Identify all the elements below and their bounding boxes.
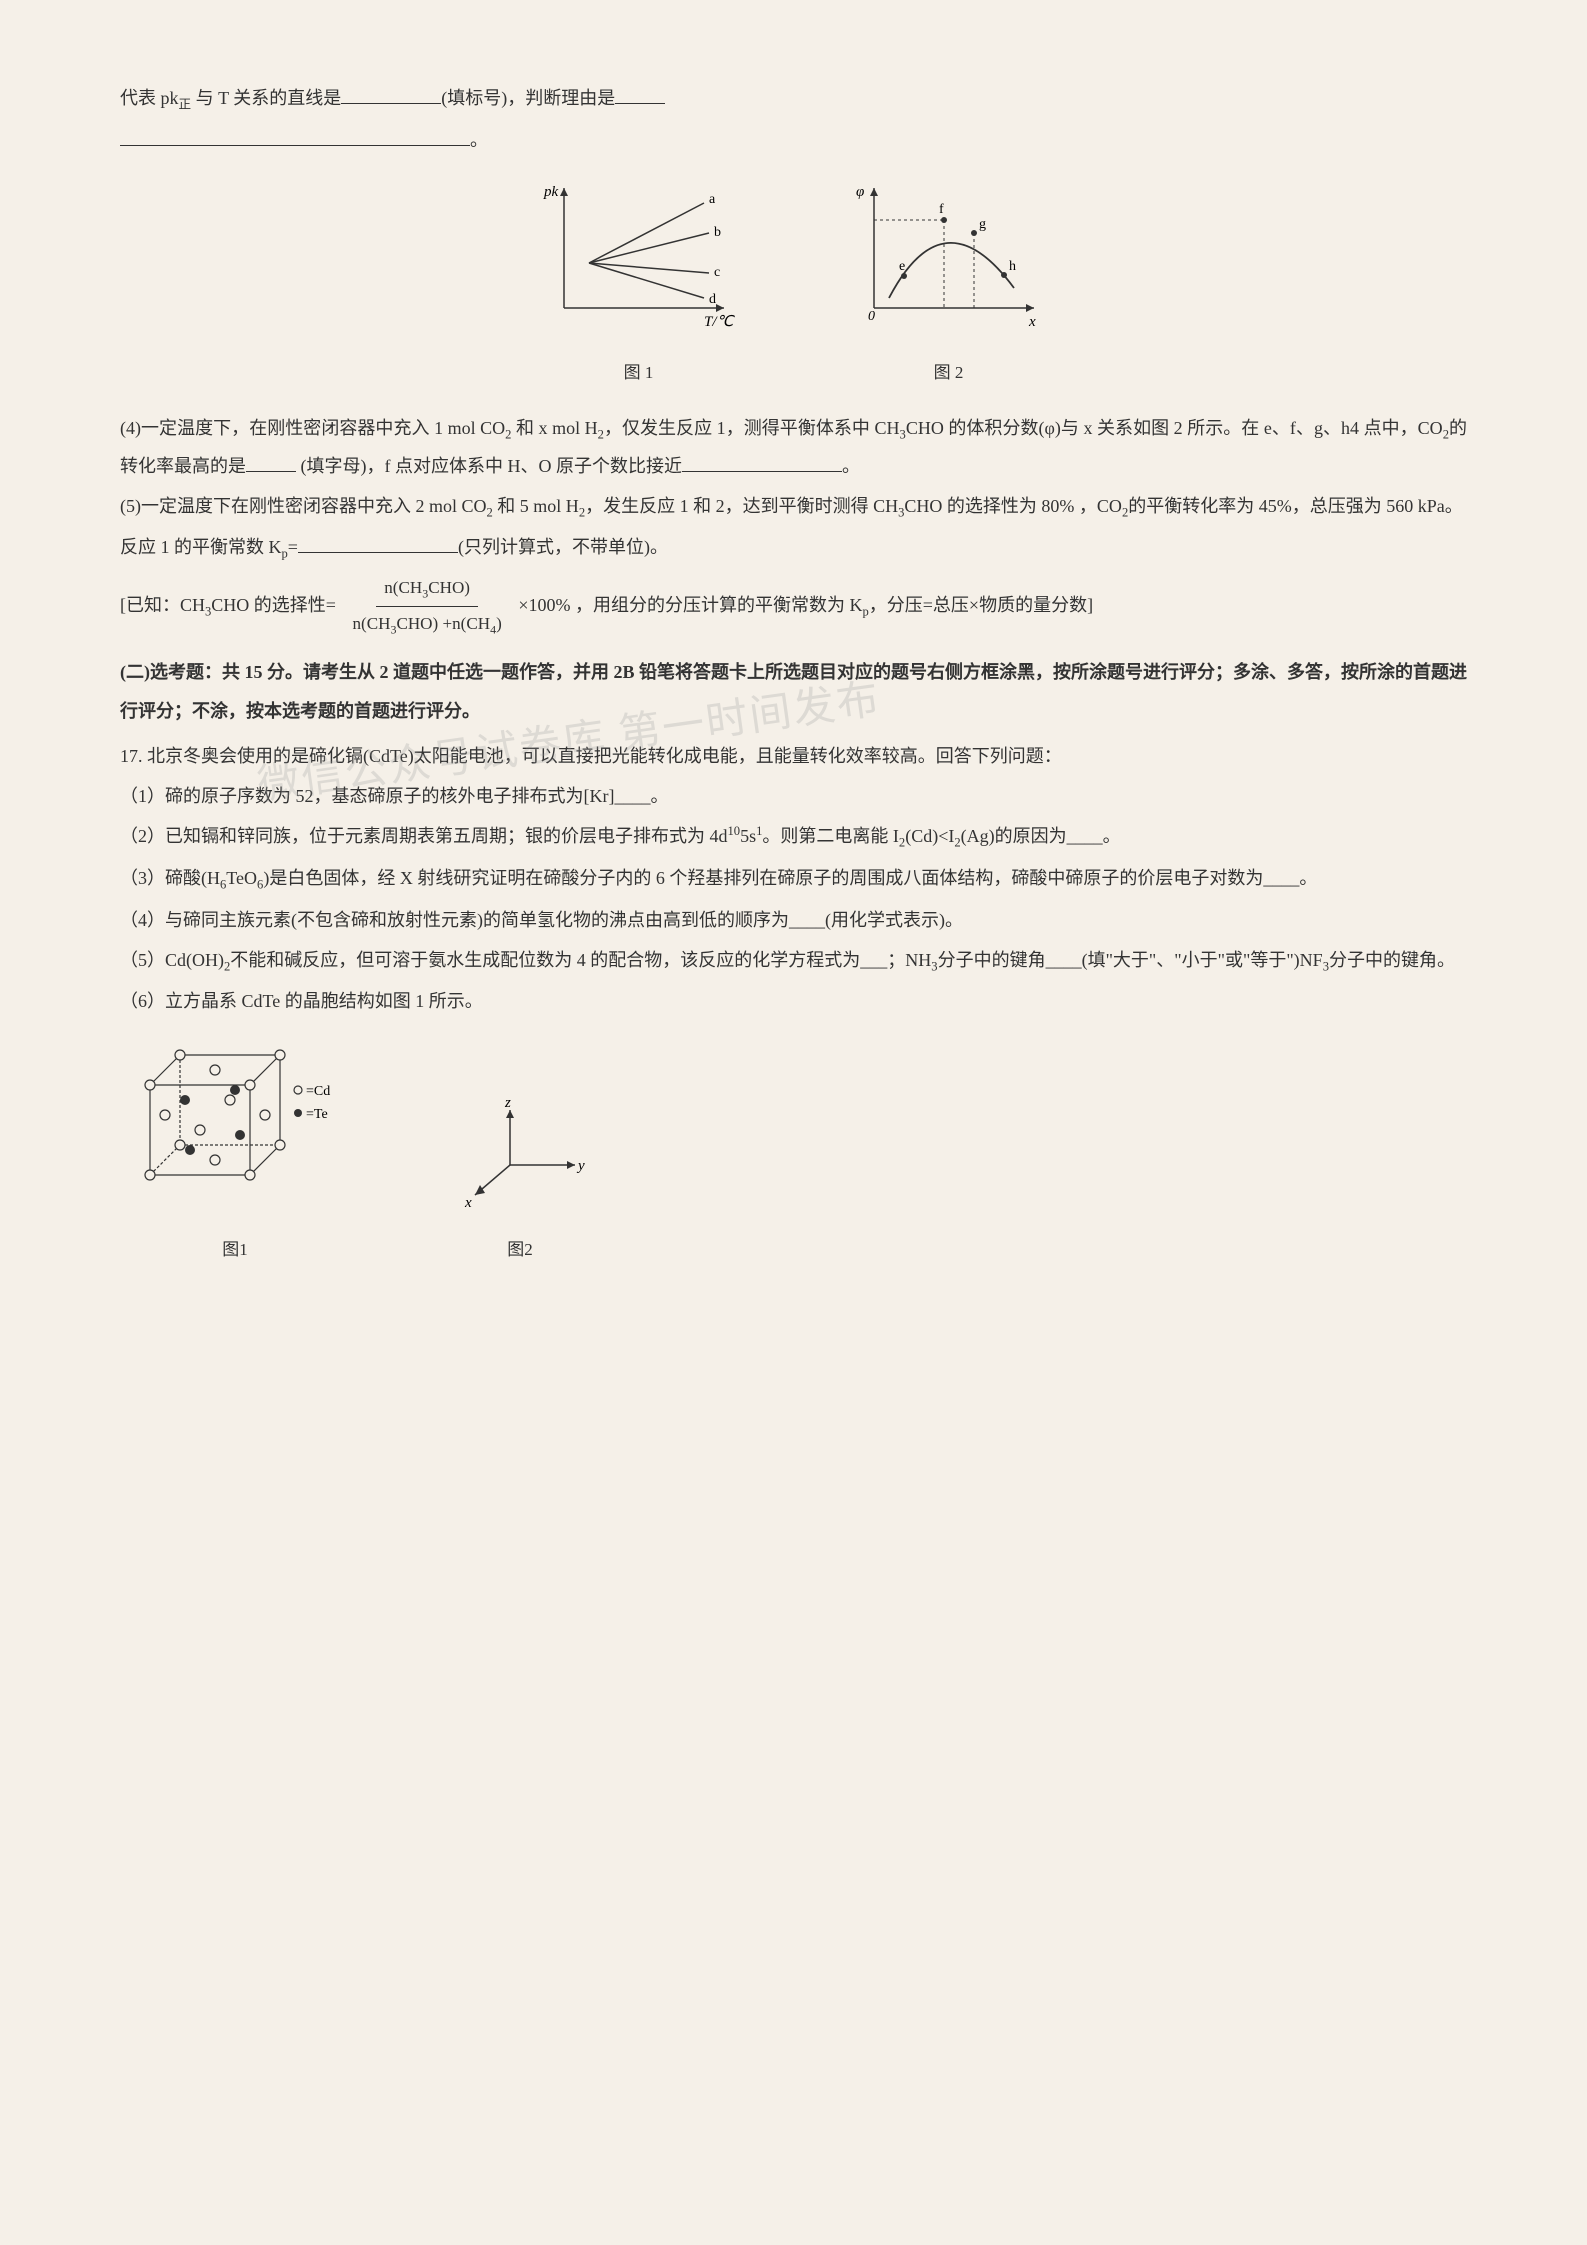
text: 与 T 关系的直线是 — [196, 88, 342, 108]
text: （3）碲酸(H — [120, 868, 220, 888]
section-2-area: (二)选考题：共 15 分。请考生从 2 道题中任选一题作答，并用 2B 铅笔将… — [120, 653, 1467, 774]
text: 和 x mol H — [516, 418, 598, 438]
question-17-4: （4）与碲同主族元素(不包含碲和放射性元素)的简单氢化物的沸点由高到低的顺序为_… — [120, 902, 1467, 938]
text: (填字母)，f 点对应体系中 H、O 原子个数比接近 — [296, 456, 682, 476]
question-17-intro: 17. 北京冬奥会使用的是碲化镉(CdTe)太阳能电池，可以直接把光能转化成电能… — [120, 738, 1467, 774]
text: （5）Cd(OH) — [120, 950, 224, 970]
text: CHO) +n(CH — [396, 614, 490, 633]
text: 代表 pk — [120, 88, 179, 108]
question-4: (4)一定温度下，在刚性密闭容器中充入 1 mol CO2 和 x mol H2… — [120, 410, 1467, 484]
text: （2）已知镉和锌同族，位于元素周期表第五周期；银的价层电子排布式为 4d — [120, 826, 728, 846]
svg-text:a: a — [709, 192, 716, 207]
fraction: n(CH3CHO) n(CH3CHO) +n(CH4) — [344, 571, 509, 643]
text: CHO 的选择性为 80% ，CO — [904, 496, 1122, 516]
subscript: 2 — [505, 427, 511, 441]
question-17-6: （6）立方晶系 CdTe 的晶胞结构如图 1 所示。 — [120, 983, 1467, 1019]
svg-text:x: x — [464, 1195, 472, 1211]
blank-field[interactable] — [298, 532, 458, 554]
text: )是白色固体，经 X 射线研究证明在碲酸分子内的 6 个羟基排列在碲原子的周围成… — [263, 868, 1317, 888]
text: 和 5 mol H — [497, 496, 579, 516]
text: 不能和碱反应，但可溶于氨水生成配位数为 4 的配合物，该反应的化学方程式为___… — [230, 950, 931, 970]
question-17-5: （5）Cd(OH)2不能和碱反应，但可溶于氨水生成配位数为 4 的配合物，该反应… — [120, 942, 1467, 980]
svg-text:c: c — [714, 265, 720, 280]
text: ，发生反应 1 和 2，达到平衡时测得 CH — [585, 496, 898, 516]
svg-text:y: y — [576, 1158, 585, 1174]
text: 分子中的键角____(填"大于"、"小于"或"等于")NF — [938, 950, 1323, 970]
superscript: 10 — [728, 824, 741, 838]
crystal-figure-2: z y x 图2 — [450, 1095, 590, 1267]
chart-2: φ x e f g h 0 — [844, 178, 1054, 338]
subscript: 正 — [179, 98, 192, 112]
text: (Ag)的原因为____。 — [961, 826, 1121, 846]
text: 分子中的键角。 — [1329, 950, 1455, 970]
svg-text:0: 0 — [868, 309, 875, 324]
crystal-fig1-caption: 图1 — [120, 1233, 350, 1267]
text: ) — [496, 614, 502, 633]
text: ，分压=总压×物质的量分数] — [869, 595, 1093, 615]
crystal-figure-1: =Cd =Te 图1 — [120, 1035, 350, 1267]
svg-text:h: h — [1009, 259, 1016, 274]
text: 反应 1 的平衡常数 K — [120, 537, 282, 557]
figures-row: pk T/℃ a b c d 图 1 φ x — [120, 178, 1467, 390]
question-5-line2: 反应 1 的平衡常数 Kp=(只列计算式，不带单位)。 — [120, 529, 1467, 567]
text: n(CH — [352, 614, 390, 633]
blank-field[interactable] — [246, 450, 296, 472]
question-17-1: （1）碲的原子序数为 52，基态碲原子的核外电子排布式为[Kr]____。 — [120, 778, 1467, 814]
crystal-figures-row: =Cd =Te 图1 z y x 图2 — [120, 1035, 1467, 1267]
text: [已知：CH — [120, 595, 205, 615]
text: TeO — [226, 868, 257, 888]
svg-text:e: e — [899, 259, 905, 274]
text: 的平衡转化率为 45%，总压强为 560 kPa。 — [1128, 496, 1463, 516]
subscript: 2 — [487, 505, 493, 519]
svg-text:d: d — [709, 292, 716, 307]
known-formula: [已知：CH3CHO 的选择性= n(CH3CHO) n(CH3CHO) +n(… — [120, 571, 1467, 643]
text: 。 — [842, 456, 860, 476]
question-17-2: （2）已知镉和锌同族，位于元素周期表第五周期；银的价层电子排布式为 4d105s… — [120, 818, 1467, 856]
chart-1: pk T/℃ a b c d — [534, 178, 744, 338]
crystal-fig2-caption: 图2 — [450, 1233, 590, 1267]
svg-text:g: g — [979, 217, 986, 232]
intro-line-2: 。 — [120, 122, 1467, 158]
figure-1-block: pk T/℃ a b c d 图 1 — [534, 178, 744, 390]
text: (Cd)<I — [905, 826, 954, 846]
svg-text:pk: pk — [543, 184, 559, 200]
figure-1-caption: 图 1 — [534, 356, 744, 390]
intro-line: 代表 pk正 与 T 关系的直线是 (填标号)，判断理由是 — [120, 80, 1467, 118]
text: CHO) — [428, 578, 470, 597]
svg-text:x: x — [1028, 314, 1036, 330]
figure-2-block: φ x e f g h 0 图 2 — [844, 178, 1054, 390]
svg-text:=Te: =Te — [306, 1107, 328, 1122]
text: ×100% ，用组分的分压计算的平衡常数为 K — [518, 595, 862, 615]
svg-text:f: f — [939, 202, 944, 217]
text: 。 — [470, 130, 488, 150]
text: (填标号)，判断理由是 — [441, 88, 615, 108]
text: (只列计算式，不带单位)。 — [458, 537, 668, 557]
svg-text:φ: φ — [856, 184, 864, 200]
crystal-svg: =Cd =Te — [120, 1035, 350, 1215]
text: 5s — [740, 826, 756, 846]
text: (5)一定温度下在刚性密闭容器中充入 2 mol CO — [120, 496, 487, 516]
text: = — [288, 537, 298, 557]
text: (4)一定温度下，在刚性密闭容器中充入 1 mol CO — [120, 418, 505, 438]
figure-2-caption: 图 2 — [844, 356, 1054, 390]
svg-text:=Cd: =Cd — [306, 1084, 330, 1099]
blank-field[interactable] — [120, 124, 470, 146]
svg-text:z: z — [504, 1095, 511, 1111]
question-17-3: （3）碲酸(H6TeO6)是白色固体，经 X 射线研究证明在碲酸分子内的 6 个… — [120, 860, 1467, 898]
blank-field[interactable] — [682, 450, 842, 472]
text: CHO 的体积分数(φ)与 x 关系如图 2 所示。在 e、f、g、h4 点中，… — [906, 418, 1443, 438]
svg-text:T/℃: T/℃ — [704, 314, 736, 330]
axes-svg: z y x — [450, 1095, 590, 1215]
text: ，仅发生反应 1，测得平衡体系中 CH — [604, 418, 900, 438]
blank-field[interactable] — [341, 82, 441, 104]
svg-text:b: b — [714, 225, 721, 240]
blank-field[interactable] — [615, 82, 665, 104]
text: 。则第二电离能 I — [762, 826, 899, 846]
section-2-header: (二)选考题：共 15 分。请考生从 2 道题中任选一题作答，并用 2B 铅笔将… — [120, 653, 1467, 732]
text: n(CH — [384, 578, 422, 597]
question-5: (5)一定温度下在刚性密闭容器中充入 2 mol CO2 和 5 mol H2，… — [120, 488, 1467, 526]
text: CHO 的选择性= — [211, 595, 336, 615]
